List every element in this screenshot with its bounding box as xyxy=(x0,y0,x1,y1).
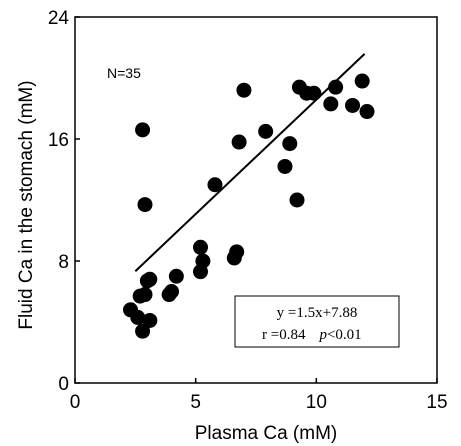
data-point xyxy=(137,197,153,213)
correlation-stats: r =0.84 p<0.01 xyxy=(262,327,362,343)
x-tick-label: 0 xyxy=(70,392,81,413)
data-point xyxy=(328,79,344,95)
x-axis-ticks xyxy=(74,378,438,383)
data-point xyxy=(236,82,252,98)
data-point xyxy=(164,284,180,299)
x-tick-label: 5 xyxy=(190,392,201,413)
x-axis-tick-labels: 0 5 10 15 xyxy=(70,392,448,413)
data-point xyxy=(231,134,247,150)
data-point xyxy=(135,122,151,138)
data-point xyxy=(289,192,305,208)
data-point xyxy=(207,177,223,193)
data-point xyxy=(229,244,245,260)
x-tick-label: 10 xyxy=(306,392,327,413)
data-point xyxy=(135,323,151,339)
y-tick-label: 16 xyxy=(48,130,69,151)
data-point xyxy=(168,268,184,284)
y-tick-label: 0 xyxy=(58,374,69,395)
data-points xyxy=(123,73,375,339)
plot-frame xyxy=(74,16,438,384)
y-tick-label: 24 xyxy=(48,8,70,29)
data-point xyxy=(282,136,298,152)
x-tick-label: 15 xyxy=(426,392,447,413)
data-point xyxy=(258,123,274,139)
regression-equation: y =1.5x+7.88 xyxy=(277,305,358,321)
data-point xyxy=(195,253,211,269)
p-symbol: p xyxy=(318,327,327,343)
data-point xyxy=(192,239,208,255)
data-point xyxy=(306,85,322,101)
data-point xyxy=(323,96,339,112)
y-axis-ticks xyxy=(75,16,80,384)
data-point xyxy=(345,97,361,113)
x-axis-label: Plasma Ca (mM) xyxy=(195,423,338,444)
data-point xyxy=(277,158,293,174)
r-value: r =0.84 xyxy=(262,327,306,343)
y-axis-tick-labels: 0 8 16 24 xyxy=(48,8,70,395)
p-value: <0.01 xyxy=(327,327,362,343)
data-point xyxy=(354,73,370,89)
equation-box xyxy=(234,295,400,348)
data-point xyxy=(142,312,158,328)
regression-line xyxy=(134,53,366,272)
y-tick-label: 8 xyxy=(58,252,69,273)
y-axis-label: Fluid Ca in the stomach (mM) xyxy=(16,80,37,329)
data-point xyxy=(137,287,153,303)
sample-size-label: N=35 xyxy=(107,65,141,81)
data-point xyxy=(130,309,146,325)
data-point xyxy=(142,271,158,287)
data-point xyxy=(359,104,375,120)
